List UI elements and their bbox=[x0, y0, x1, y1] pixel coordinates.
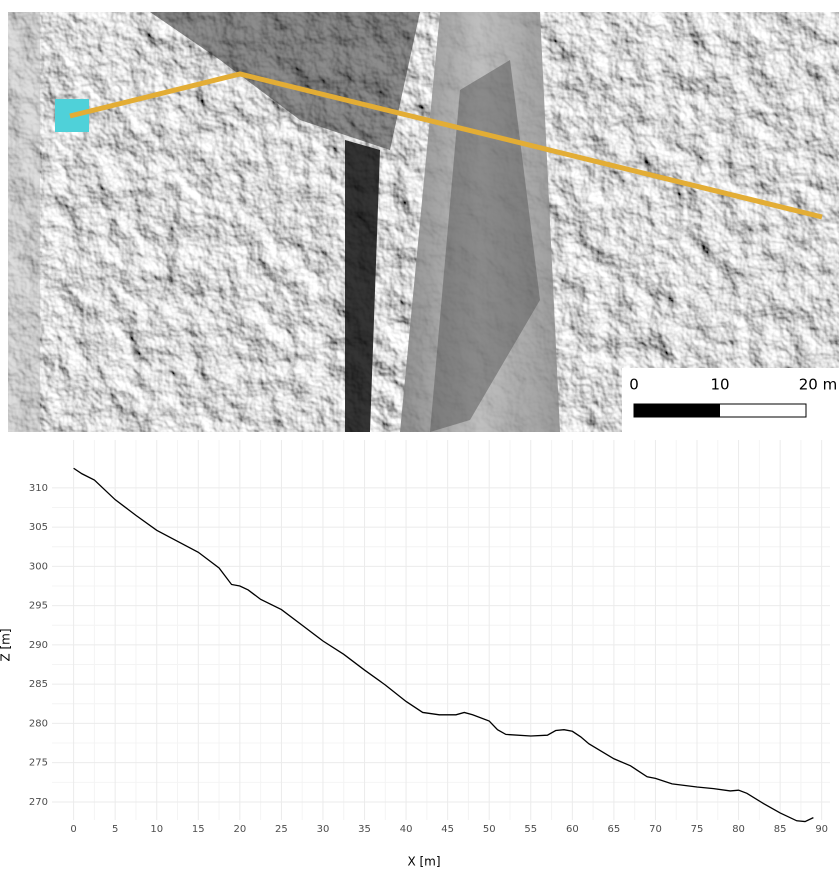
y-tick-label: 275 bbox=[29, 758, 48, 769]
x-tick-label: 55 bbox=[524, 824, 537, 835]
scale-label: 0 bbox=[629, 376, 639, 394]
y-tick-label: 310 bbox=[29, 483, 48, 494]
channel bbox=[345, 140, 380, 432]
x-tick-label: 90 bbox=[815, 824, 828, 835]
shadow-slope bbox=[150, 12, 420, 150]
x-tick-label: 10 bbox=[150, 824, 163, 835]
x-tick-label: 35 bbox=[358, 824, 371, 835]
x-tick-label: 40 bbox=[400, 824, 413, 835]
scale-box bbox=[622, 368, 839, 432]
x-tick-label: 50 bbox=[483, 824, 496, 835]
x-tick-label: 65 bbox=[608, 824, 621, 835]
y-tick-label: 305 bbox=[29, 522, 48, 533]
edge bbox=[8, 12, 40, 432]
x-tick-label: 70 bbox=[649, 824, 662, 835]
x-tick-label: 15 bbox=[192, 824, 205, 835]
ridge bbox=[430, 60, 540, 432]
x-tick-label: 5 bbox=[112, 824, 118, 835]
x-tick-label: 20 bbox=[233, 824, 246, 835]
x-tick-label: 30 bbox=[317, 824, 330, 835]
y-tick-label: 270 bbox=[29, 797, 48, 808]
scale-label: 10 bbox=[710, 376, 729, 394]
scale-bar-fill bbox=[634, 404, 720, 417]
y-tick-label: 295 bbox=[29, 601, 48, 612]
y-tick-label: 285 bbox=[29, 679, 48, 690]
y-tick-label: 280 bbox=[29, 718, 48, 729]
x-tick-label: 60 bbox=[566, 824, 579, 835]
hillshade-map: 0 10 20 m bbox=[8, 12, 839, 432]
x-tick-label: 80 bbox=[732, 824, 745, 835]
profile-line bbox=[69, 71, 823, 220]
x-tick-label: 25 bbox=[275, 824, 288, 835]
x-tick-label: 45 bbox=[441, 824, 454, 835]
y-tick-label: 290 bbox=[29, 640, 48, 651]
x-axis-label: X [m] bbox=[407, 855, 440, 869]
y-axis-label: Z [m] bbox=[0, 628, 13, 661]
x-tick-label: 0 bbox=[70, 824, 76, 835]
scale-label: 20 m bbox=[799, 376, 837, 394]
profile-line bbox=[73, 467, 814, 823]
x-tick-label: 75 bbox=[691, 824, 704, 835]
x-tick-label: 85 bbox=[774, 824, 787, 835]
y-tick-label: 300 bbox=[29, 561, 48, 572]
